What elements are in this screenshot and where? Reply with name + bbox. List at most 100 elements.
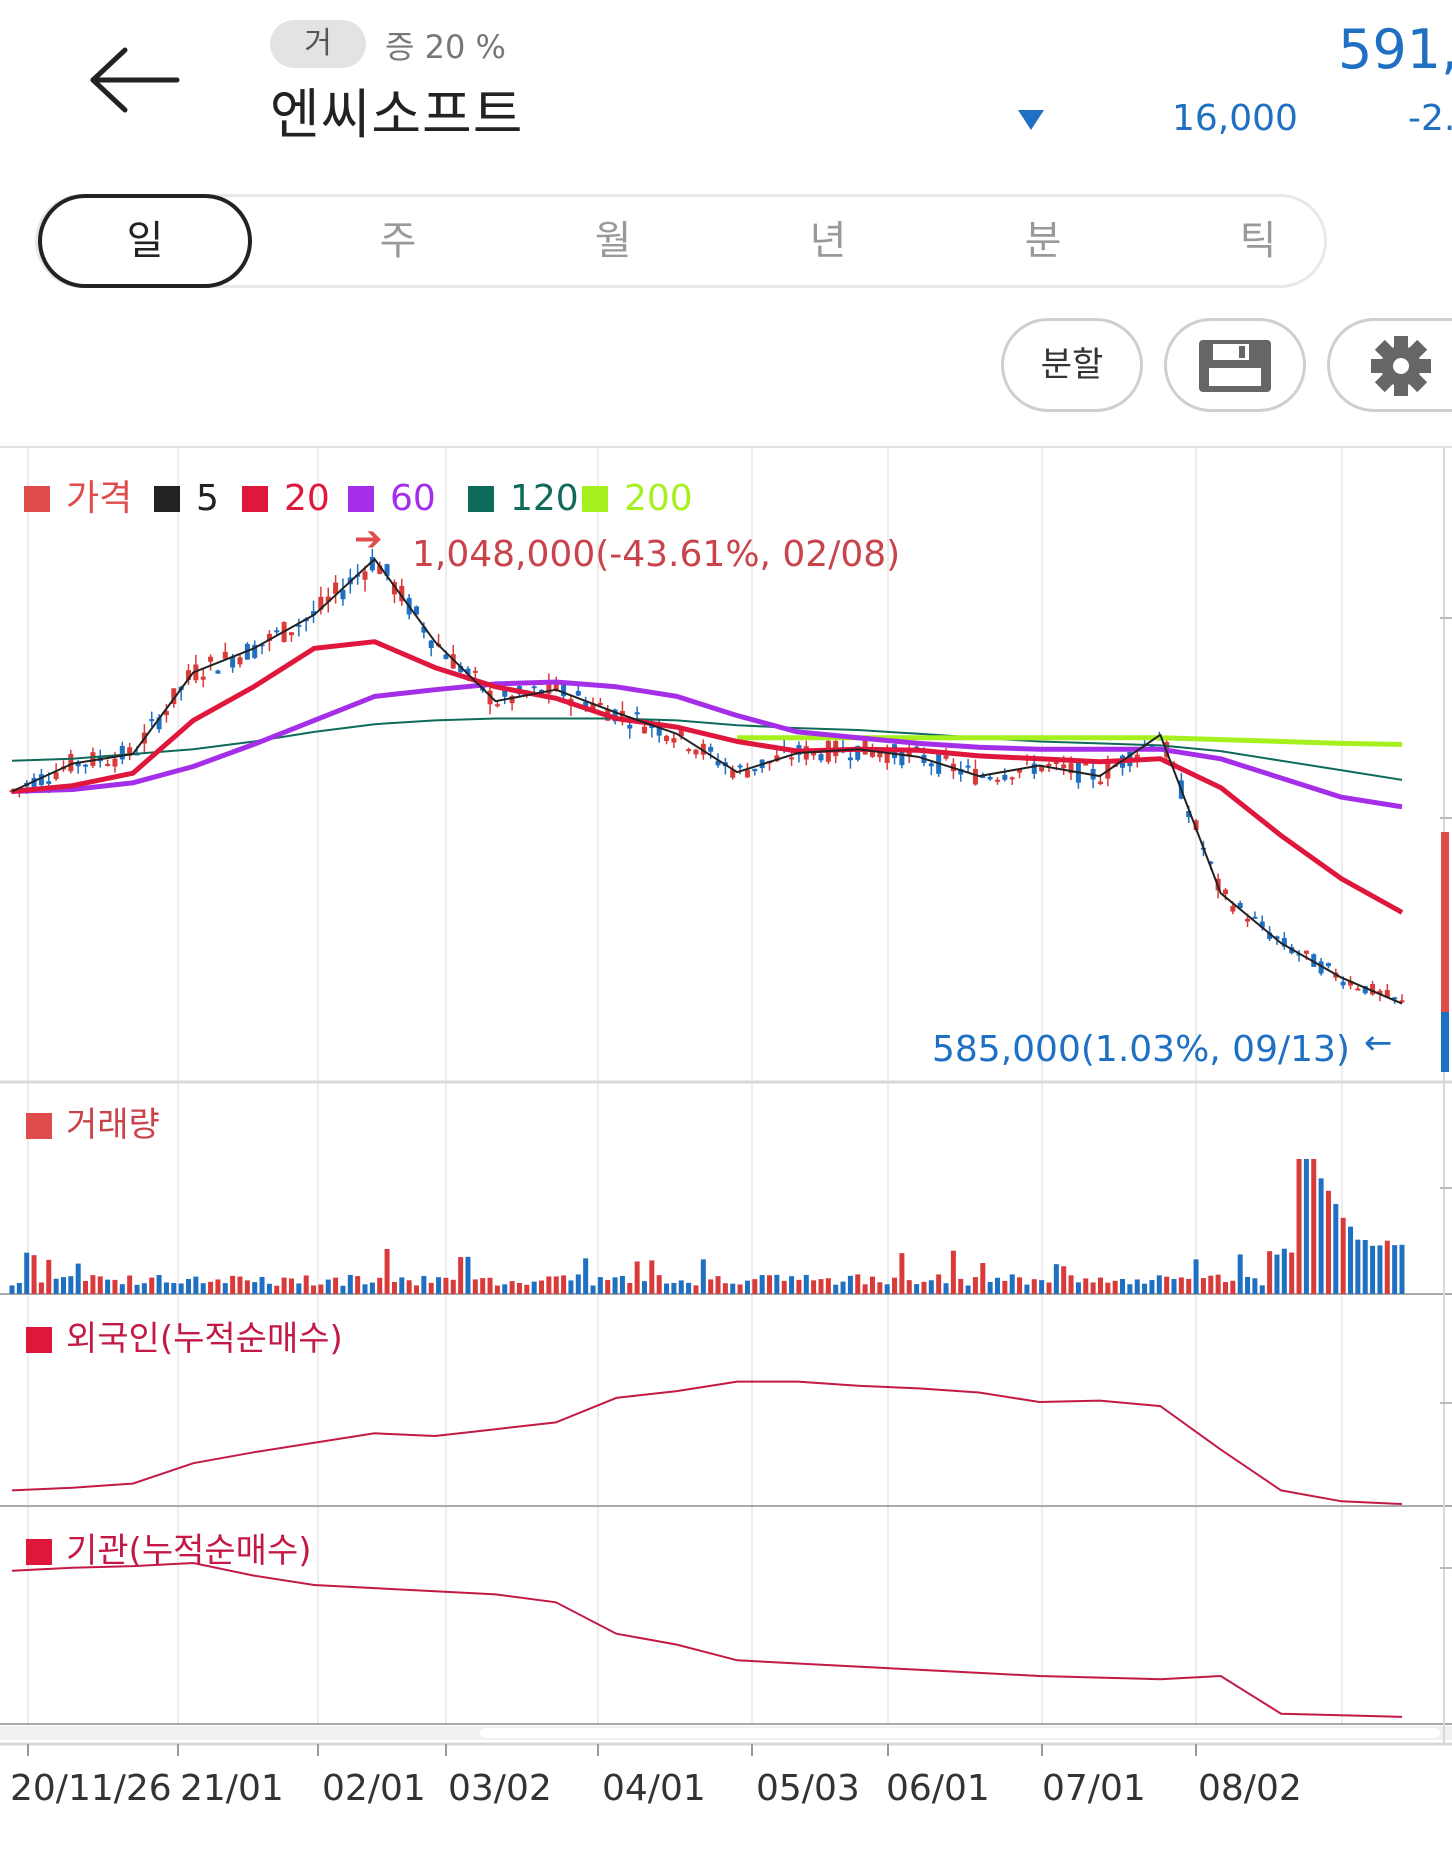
candle: [553, 681, 559, 691]
volume-bar: [936, 1274, 942, 1294]
candle: [877, 752, 883, 758]
volume-bar: [450, 1279, 456, 1294]
candle: [1311, 954, 1317, 967]
volume-bar: [965, 1285, 971, 1294]
volume-bar: [31, 1255, 37, 1294]
volume-bar: [818, 1279, 824, 1294]
volume-bar: [46, 1259, 52, 1294]
legend-label: 120: [510, 478, 579, 519]
volume-legend: 거래량: [26, 1105, 160, 1145]
volume-bar: [406, 1280, 412, 1294]
volume-bar: [1053, 1264, 1059, 1294]
candle: [384, 564, 390, 576]
candle: [641, 726, 647, 734]
candle: [627, 724, 633, 729]
volume-bar: [1252, 1278, 1258, 1294]
tab-minute[interactable]: 분: [1024, 218, 1062, 264]
candle: [1186, 811, 1192, 818]
volume-bar: [1127, 1284, 1133, 1294]
candle: [1377, 990, 1383, 995]
volume-bar: [1068, 1275, 1074, 1294]
volume-bar: [781, 1280, 787, 1294]
volume-bar: [899, 1253, 905, 1294]
x-tick-label: 02/01: [322, 1768, 426, 1809]
candle: [1340, 981, 1346, 986]
candle: [634, 712, 640, 715]
candle: [671, 738, 677, 743]
candle: [583, 701, 589, 709]
candle: [266, 633, 272, 641]
volume-bar: [641, 1281, 647, 1294]
volume-bar: [524, 1284, 530, 1294]
candle: [105, 763, 111, 766]
volume-bar: [369, 1282, 375, 1294]
candle: [1134, 754, 1140, 759]
settings-button[interactable]: [1327, 318, 1452, 412]
candle: [222, 651, 228, 659]
ma120-line: [11, 717, 1403, 781]
candle: [230, 656, 236, 668]
volume-legend-label: 거래량: [66, 1105, 160, 1145]
volume-bar: [230, 1275, 236, 1294]
max-arrow-icon: ➔: [354, 519, 383, 559]
volume-bar: [634, 1261, 640, 1294]
volume-bar: [678, 1280, 684, 1294]
volume-bar: [715, 1276, 721, 1294]
volume-bar: [539, 1280, 545, 1294]
back-arrow-icon[interactable]: [85, 45, 185, 115]
legend-label: 60: [390, 478, 436, 519]
x-tick-label: 20/11/26: [10, 1768, 172, 1809]
volume-bar: [1200, 1278, 1206, 1294]
candle: [1267, 932, 1273, 939]
tab-day[interactable]: 일: [126, 218, 164, 264]
volume-bar: [340, 1285, 346, 1294]
candle: [1230, 905, 1236, 912]
volume-bar: [825, 1278, 831, 1294]
min-price-annotation: 585,000(1.03%, 09/13) ←: [932, 1023, 1393, 1070]
candle: [906, 750, 912, 756]
candle: [1097, 781, 1103, 785]
candle: [774, 755, 780, 762]
candle: [208, 656, 214, 662]
volume-bar: [303, 1275, 309, 1294]
volume-bar: [744, 1280, 750, 1294]
candle: [715, 760, 721, 766]
chart-area[interactable]: 가격 5 20 60 120 200 ➔ 1,048,000(-43.61%, 02/08…: [0, 446, 1452, 1849]
volume-bar: [105, 1279, 111, 1294]
candle: [546, 681, 552, 694]
tab-year[interactable]: 년: [809, 218, 847, 264]
tab-week[interactable]: 주: [379, 218, 417, 264]
tab-month[interactable]: 월: [594, 218, 632, 264]
volume-bar: [391, 1281, 397, 1294]
candle: [1009, 777, 1015, 780]
split-button[interactable]: 분할: [1001, 318, 1143, 412]
candle: [288, 632, 294, 636]
volume-bar: [906, 1280, 912, 1294]
stock-chart[interactable]: 가격 5 20 60 120 200 ➔ 1,048,000(-43.61%, 02/08…: [0, 448, 1452, 1849]
volume-bar: [318, 1284, 324, 1294]
volume-bar: [1105, 1282, 1111, 1294]
volume-bar: [178, 1283, 184, 1294]
volume-bar: [68, 1276, 74, 1294]
split-button-label: 분할: [1040, 345, 1104, 385]
candle: [730, 769, 736, 778]
volume-bar: [1237, 1254, 1243, 1294]
volume-bar: [1274, 1254, 1280, 1294]
save-button[interactable]: [1164, 318, 1306, 412]
candle: [458, 666, 464, 673]
candle: [1039, 766, 1045, 772]
chart-scrollbar-thumb: [480, 1728, 1440, 1738]
candle: [656, 725, 662, 736]
candle: [612, 709, 618, 722]
volume-bar: [333, 1277, 339, 1294]
volume-bar: [134, 1284, 140, 1294]
candle: [163, 711, 169, 716]
candle: [465, 668, 471, 675]
candle: [318, 596, 324, 610]
candle: [1274, 936, 1280, 940]
legend-swatch: [348, 486, 374, 512]
volume-bar: [421, 1275, 427, 1294]
tab-tick[interactable]: 틱: [1239, 218, 1277, 264]
candle: [1348, 980, 1354, 986]
candle: [399, 585, 405, 602]
